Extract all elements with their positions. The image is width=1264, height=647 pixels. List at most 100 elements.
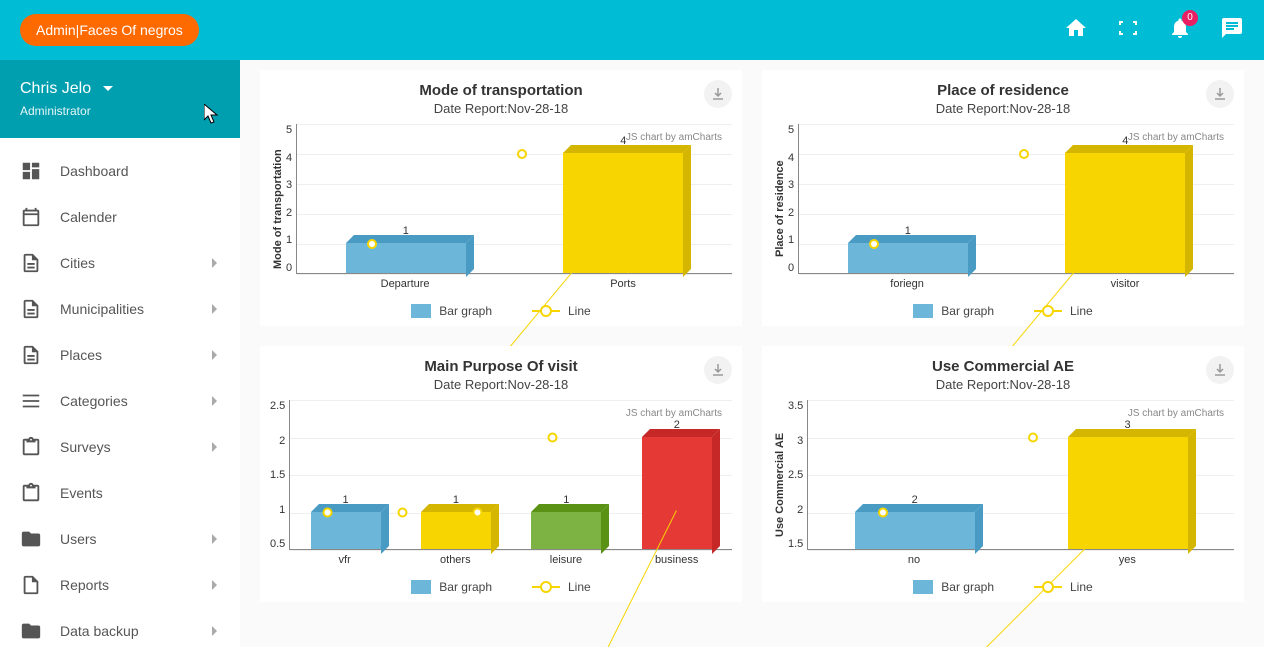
nav-label: Users [60,531,210,547]
nav-label: Cities [60,255,210,271]
nav-label: Calender [60,209,220,225]
x-tick: Ports [514,274,732,290]
nav-label: Categories [60,393,210,409]
topbar: Admin|Faces Of negros 0 [0,0,1264,60]
folder-icon [20,528,42,550]
sidebar-item-reports[interactable]: Reports [0,562,240,608]
y-label: Use Commercial AE [772,400,788,570]
legend-line: .legend-line::after{border-color:#f7d500… [1034,580,1093,594]
chart-subtitle: Date Report:Nov-28-18 [270,377,732,392]
x-tick: no [807,550,1020,566]
chart-title: Use Commercial AE [772,358,1234,375]
sidebar-item-dashboard[interactable]: Dashboard [0,148,240,194]
user-block[interactable]: Chris Jelo Administrator [0,60,240,138]
folder-icon [20,620,42,642]
sidebar-item-places[interactable]: Places [0,332,240,378]
legend-line: .legend-line::after{border-color:#f7d500… [532,580,591,594]
chart-card: Mode of transportation Date Report:Nov-2… [260,70,742,326]
caret-down-icon [103,84,113,94]
list-icon [20,390,42,412]
sidebar: Chris Jelo Administrator Dashboard Calen… [0,60,240,647]
user-role: Administrator [20,104,220,118]
chart-subtitle: Date Report:Nov-28-18 [772,101,1234,116]
doc-icon [20,252,42,274]
x-tick: vfr [289,550,400,566]
download-button[interactable] [704,80,732,108]
fullscreen-icon[interactable] [1116,16,1140,45]
sidebar-item-cities[interactable]: Cities [0,240,240,286]
legend-line: .legend-line::after{border-color:#f7d500… [1034,304,1093,318]
chart-card: Main Purpose Of visit Date Report:Nov-28… [260,346,742,602]
chart-subtitle: Date Report:Nov-28-18 [270,101,732,116]
sidebar-item-surveys[interactable]: Surveys [0,424,240,470]
brand-pill[interactable]: Admin|Faces Of negros [20,14,199,46]
chart-title: Main Purpose Of visit [270,358,732,375]
nav-label: Dashboard [60,163,220,179]
chevron-right-icon [210,442,220,452]
file-icon [20,574,42,596]
doc-icon [20,344,42,366]
legend-bar: Bar graph [913,580,994,594]
dashboard-icon [20,160,42,182]
legend: Bar graph .legend-line::after{border-col… [772,580,1234,594]
legend: Bar graph .legend-line::after{border-col… [772,304,1234,318]
doc-icon [20,298,42,320]
chevron-right-icon [210,534,220,544]
chevron-right-icon [210,580,220,590]
nav-label: Municipalities [60,301,210,317]
x-tick: yes [1021,550,1234,566]
x-tick: visitor [1016,274,1234,290]
chevron-right-icon [210,304,220,314]
legend-bar: Bar graph [913,304,994,318]
sidebar-item-data-backup[interactable]: Data backup [0,608,240,647]
x-tick: Departure [296,274,514,290]
plot-area: JS chart by amCharts 2 3 [807,400,1234,550]
y-axis: 2.521.510.5 [270,400,289,550]
plot-area: JS chart by amCharts 1 4 [296,124,732,274]
bell-icon[interactable]: 0 [1168,16,1192,45]
nav-label: Reports [60,577,210,593]
legend-bar: Bar graph [411,304,492,318]
sidebar-item-events[interactable]: Events [0,470,240,516]
x-tick: foriegn [798,274,1016,290]
chart-card: Place of residence Date Report:Nov-28-18… [762,70,1244,326]
y-axis: 3.532.521.5 [788,400,807,550]
download-button[interactable] [704,356,732,384]
y-label: Mode of transportation [270,124,286,294]
nav: Dashboard Calender Cities Municipalities… [0,138,240,647]
clipboard-icon [20,436,42,458]
calendar-icon [20,206,42,228]
nav-label: Places [60,347,210,363]
y-axis: 543210 [286,124,296,274]
chevron-right-icon [210,350,220,360]
sidebar-item-users[interactable]: Users [0,516,240,562]
clipboard-icon [20,482,42,504]
legend: Bar graph .legend-line::after{border-col… [270,304,732,318]
legend-bar: Bar graph [411,580,492,594]
nav-label: Data backup [60,623,210,639]
sidebar-item-categories[interactable]: Categories [0,378,240,424]
chart-title: Place of residence [772,82,1234,99]
y-label: Place of residence [772,124,788,294]
chevron-right-icon [210,258,220,268]
plot-area: JS chart by amCharts 1 4 [798,124,1234,274]
chat-icon[interactable] [1220,16,1244,45]
sidebar-item-calender[interactable]: Calender [0,194,240,240]
user-name: Chris Jelo [20,80,91,98]
y-axis: 543210 [788,124,798,274]
notif-badge: 0 [1182,10,1198,26]
chevron-right-icon [210,396,220,406]
x-tick: others [400,550,511,566]
legend: Bar graph .legend-line::after{border-col… [270,580,732,594]
chevron-right-icon [210,626,220,636]
sidebar-item-municipalities[interactable]: Municipalities [0,286,240,332]
chart-card: Use Commercial AE Date Report:Nov-28-18 … [762,346,1244,602]
x-tick: leisure [511,550,622,566]
home-icon[interactable] [1064,16,1088,45]
chart-title: Mode of transportation [270,82,732,99]
x-tick: business [621,550,732,566]
main: Mode of transportation Date Report:Nov-2… [240,60,1264,647]
download-button[interactable] [1206,80,1234,108]
download-button[interactable] [1206,356,1234,384]
nav-label: Surveys [60,439,210,455]
